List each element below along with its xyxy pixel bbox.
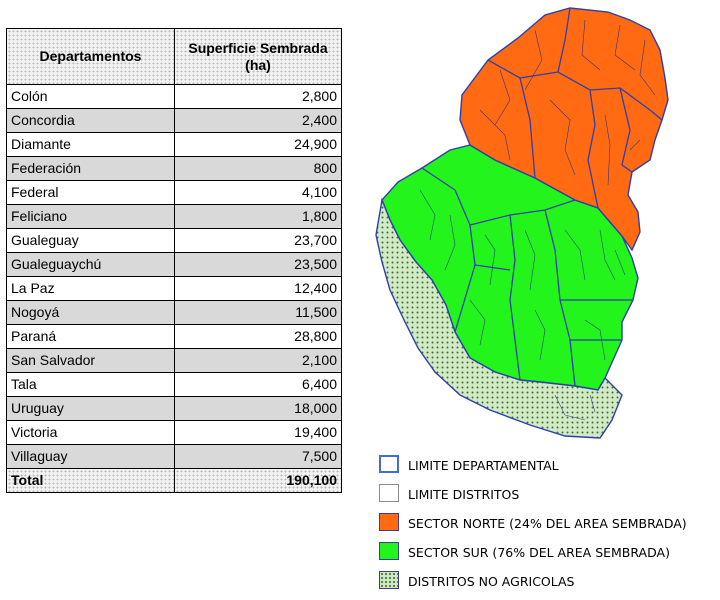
sown-area-value: 23,700 [174, 228, 342, 253]
sown-area-table-container: Departamentos Superficie Sembrada (ha) C… [6, 28, 342, 493]
district-boundaries [419, 19, 656, 421]
department-name: Paraná [6, 324, 175, 349]
department-name: Tala [6, 372, 175, 397]
sown-area-value: 19,400 [174, 420, 342, 445]
department-name: Nogoyá [6, 300, 175, 325]
department-name: San Salvador [6, 348, 175, 373]
total-value: 190,100 [174, 468, 342, 493]
table-row: Diamante 24,900 [6, 132, 342, 157]
entre-rios-map [360, 0, 720, 450]
table-row: Feliciano 1,800 [6, 204, 342, 229]
department-name: La Paz [6, 276, 175, 301]
legend-label-distritos-no-agricolas: DISTRITOS NO AGRICOLAS [408, 574, 575, 589]
department-name: Diamante [6, 132, 175, 157]
total-row: Total 190,100 [6, 468, 342, 493]
table-row: Villaguay 7,500 [6, 444, 342, 469]
department-name: Uruguay [6, 396, 175, 421]
table-row: San Salvador 2,100 [6, 348, 342, 373]
department-name: Gualeguay [6, 228, 175, 253]
column-header-superficie-line2: (ha) [245, 56, 271, 73]
legend-item-sector-norte: SECTOR NORTE (24% DEL AREA SEMBRADA) [379, 513, 719, 535]
department-name: Villaguay [6, 444, 175, 469]
department-name: Federación [6, 156, 175, 181]
column-header-departamentos: Departamentos [6, 28, 175, 85]
table-header-row: Departamentos Superficie Sembrada (ha) [6, 28, 342, 85]
sown-area-value: 28,800 [174, 324, 342, 349]
legend-label-limite-distritos: LIMITE DISTRITOS [408, 487, 520, 502]
sown-area-value: 800 [174, 156, 342, 181]
sown-area-value: 7,500 [174, 444, 342, 469]
table-row: Victoria 19,400 [6, 420, 342, 445]
table-row: La Paz 12,400 [6, 276, 342, 301]
department-name: Colón [6, 84, 175, 109]
legend-swatch-sector-norte [379, 513, 399, 531]
department-name: Concordia [6, 108, 175, 133]
legend-swatch-limite-departamental [379, 455, 399, 473]
sown-area-value: 23,500 [174, 252, 342, 277]
table-row: Gualeguaychú 23,500 [6, 252, 342, 277]
column-header-superficie-line1: Superficie Sembrada [188, 39, 328, 56]
table-row: Concordia 2,400 [6, 108, 342, 133]
sown-area-value: 18,000 [174, 396, 342, 421]
map-svg [375, 7, 669, 439]
table-row: Paraná 28,800 [6, 324, 342, 349]
table-row: Uruguay 18,000 [6, 396, 342, 421]
sown-area-value: 6,400 [174, 372, 342, 397]
department-name: Feliciano [6, 204, 175, 229]
total-label: Total [6, 468, 175, 493]
sown-area-value: 2,100 [174, 348, 342, 373]
sown-area-table: Departamentos Superficie Sembrada (ha) C… [6, 28, 342, 493]
table-row: Colón 2,800 [6, 84, 342, 109]
table-row: Federal 4,100 [6, 180, 342, 205]
table-row: Federación 800 [6, 156, 342, 181]
distritos-no-agricolas-region [375, 197, 623, 439]
department-name: Federal [6, 180, 175, 205]
legend-item-limite-departamental: LIMITE DEPARTAMENTAL [379, 455, 719, 477]
table-body: Colón 2,800 Concordia 2,400 Diamante 24,900… [6, 84, 342, 493]
sown-area-value: 11,500 [174, 300, 342, 325]
column-header-departamentos-label: Departamentos [39, 48, 142, 64]
department-name: Victoria [6, 420, 175, 445]
legend-item-sector-sur: SECTOR SUR (76% DEL AREA SEMBRADA) [379, 542, 719, 564]
table-row: Nogoyá 11,500 [6, 300, 342, 325]
column-header-superficie: Superficie Sembrada (ha) [174, 28, 342, 85]
sown-area-value: 24,900 [174, 132, 342, 157]
legend-item-distritos-no-agricolas: DISTRITOS NO AGRICOLAS [379, 571, 719, 593]
sown-area-value: 4,100 [174, 180, 342, 205]
department-boundaries [421, 7, 663, 387]
legend-item-limite-distritos: LIMITE DISTRITOS [379, 484, 719, 506]
sown-area-value: 2,400 [174, 108, 342, 133]
legend-swatch-distritos-no-agricolas [379, 571, 399, 589]
legend-swatch-sector-sur [379, 542, 399, 560]
sown-area-value: 1,800 [174, 204, 342, 229]
table-row: Tala 6,400 [6, 372, 342, 397]
sown-area-value: 2,800 [174, 84, 342, 109]
sown-area-value: 12,400 [174, 276, 342, 301]
table-row: Gualeguay 23,700 [6, 228, 342, 253]
legend-swatch-limite-distritos [379, 484, 399, 502]
legend-label-sector-norte: SECTOR NORTE (24% DEL AREA SEMBRADA) [408, 516, 687, 531]
department-name: Gualeguaychú [6, 252, 175, 277]
legend-label-limite-departamental: LIMITE DEPARTAMENTAL [408, 458, 559, 473]
legend-label-sector-sur: SECTOR SUR (76% DEL AREA SEMBRADA) [408, 545, 670, 560]
